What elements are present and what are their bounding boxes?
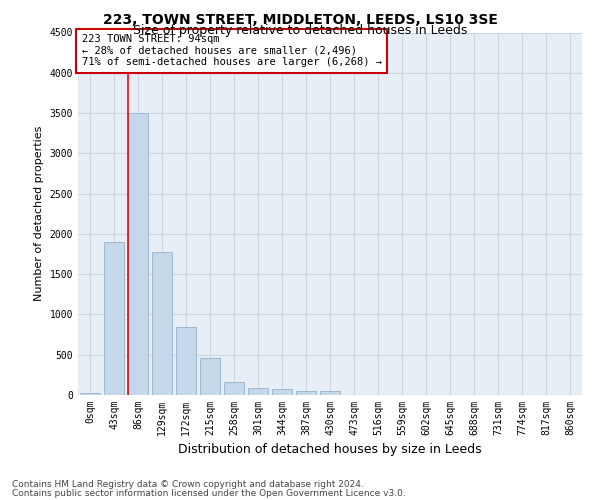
Bar	[248, 388, 268, 395]
Bar	[176, 328, 196, 395]
Bar	[80, 393, 100, 395]
Y-axis label: Number of detached properties: Number of detached properties	[34, 126, 44, 302]
Bar	[200, 358, 220, 395]
Bar	[128, 113, 148, 395]
Bar	[224, 382, 244, 395]
Bar	[272, 390, 292, 395]
Bar	[320, 392, 340, 395]
Text: Contains public sector information licensed under the Open Government Licence v3: Contains public sector information licen…	[12, 488, 406, 498]
Bar	[104, 242, 124, 395]
Text: Size of property relative to detached houses in Leeds: Size of property relative to detached ho…	[133, 24, 467, 37]
Text: 223, TOWN STREET, MIDDLETON, LEEDS, LS10 3SE: 223, TOWN STREET, MIDDLETON, LEEDS, LS10…	[103, 12, 497, 26]
X-axis label: Distribution of detached houses by size in Leeds: Distribution of detached houses by size …	[178, 444, 482, 456]
Text: Contains HM Land Registry data © Crown copyright and database right 2024.: Contains HM Land Registry data © Crown c…	[12, 480, 364, 489]
Bar	[152, 252, 172, 395]
Bar	[296, 390, 316, 395]
Text: 223 TOWN STREET: 94sqm
← 28% of detached houses are smaller (2,496)
71% of semi-: 223 TOWN STREET: 94sqm ← 28% of detached…	[82, 34, 382, 68]
